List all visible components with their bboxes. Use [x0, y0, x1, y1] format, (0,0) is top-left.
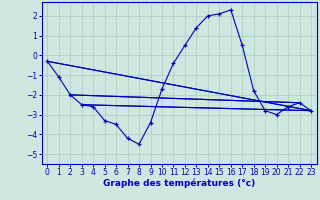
X-axis label: Graphe des températures (°c): Graphe des températures (°c) [103, 179, 255, 188]
